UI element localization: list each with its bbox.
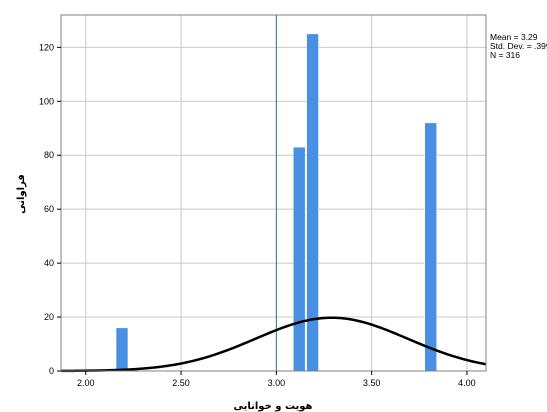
stats-line: Std. Dev. = .399 bbox=[490, 41, 547, 51]
y-tick-label: 0 bbox=[49, 366, 54, 376]
y-tick-label: 120 bbox=[39, 42, 54, 52]
y-tick-label: 20 bbox=[44, 312, 54, 322]
normal-curve bbox=[60, 316, 487, 373]
y-axis-label: فراوانی bbox=[16, 174, 27, 214]
x-axis-ticks: 2.00 2.50 3.00 3.50 4.00 bbox=[77, 371, 476, 388]
x-tick-label: 2.00 bbox=[77, 378, 95, 388]
plot-frame bbox=[60, 14, 487, 372]
x-tick-label: 4.00 bbox=[458, 378, 476, 388]
y-tick-label: 100 bbox=[39, 96, 54, 106]
x-tick-label: 2.50 bbox=[172, 378, 190, 388]
y-tick-label: 60 bbox=[44, 204, 54, 214]
x-tick-label: 3.50 bbox=[363, 378, 381, 388]
stats-line: N = 316 bbox=[490, 50, 520, 60]
y-axis-ticks: 0 20 40 60 80 100 120 bbox=[39, 42, 61, 376]
y-tick-label: 80 bbox=[44, 150, 54, 160]
histogram-bar bbox=[424, 122, 437, 372]
x-axis-label: هویت و خوانایی bbox=[233, 401, 312, 412]
histogram-bar bbox=[293, 146, 306, 372]
x-tick-label: 3.00 bbox=[268, 378, 286, 388]
stats-line: Mean = 3.29 bbox=[490, 32, 538, 42]
histogram-bar bbox=[115, 327, 129, 372]
y-tick-label: 40 bbox=[44, 258, 54, 268]
